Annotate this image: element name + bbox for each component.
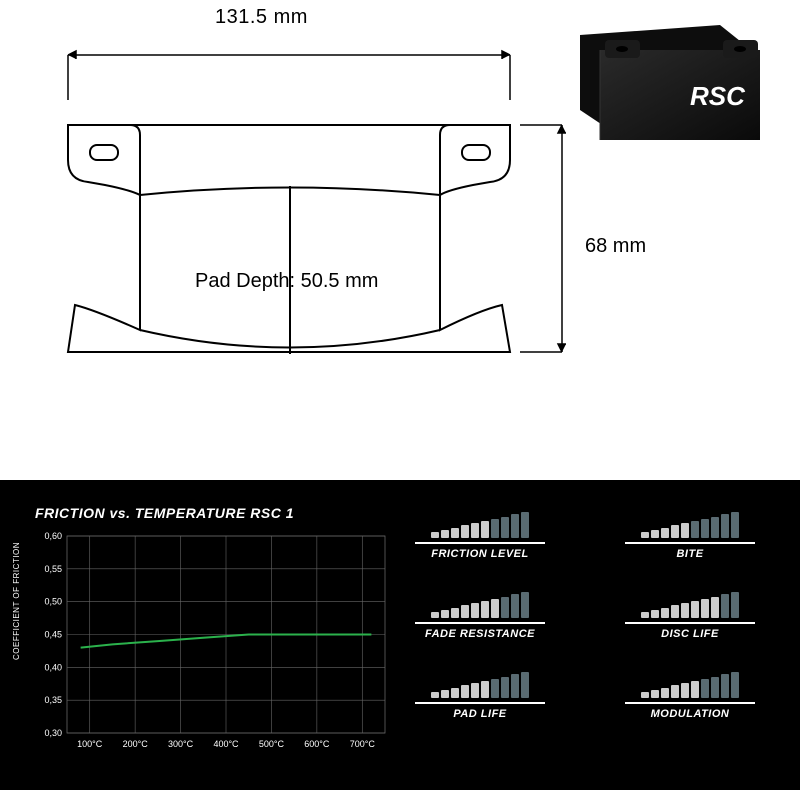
ratings-grid: FRICTION LEVEL BITE FADE RESISTANCE DISC LI… (395, 510, 775, 750)
svg-text:0,60: 0,60 (44, 531, 62, 541)
rating-item: FADE RESISTANCE (395, 590, 565, 640)
svg-text:200°C: 200°C (123, 739, 149, 749)
svg-text:0,50: 0,50 (44, 597, 62, 607)
svg-text:500°C: 500°C (259, 739, 285, 749)
rating-label: PAD LIFE (395, 708, 565, 720)
friction-chart: 0,30 0,35 0,40 0,45 0,50 0,55 0,60 100°C 200°C 30… (35, 528, 395, 758)
rating-item: BITE (605, 510, 775, 560)
svg-text:0,40: 0,40 (44, 662, 62, 672)
svg-text:400°C: 400°C (213, 739, 239, 749)
rating-label: FADE RESISTANCE (395, 628, 565, 640)
svg-text:100°C: 100°C (77, 739, 103, 749)
performance-section: FRICTION vs. TEMPERATURE RSC 1 COEFFICIE… (0, 480, 800, 790)
rating-item: FRICTION LEVEL (395, 510, 565, 560)
rating-label: FRICTION LEVEL (395, 548, 565, 560)
svg-text:600°C: 600°C (304, 739, 330, 749)
rating-label: BITE (605, 548, 775, 560)
rating-item: PAD LIFE (395, 670, 565, 720)
rating-item: MODULATION (605, 670, 775, 720)
svg-text:0,35: 0,35 (44, 695, 62, 705)
chart-title: FRICTION vs. TEMPERATURE RSC 1 (35, 505, 294, 521)
rating-label: DISC LIFE (605, 628, 775, 640)
rating-label: MODULATION (605, 708, 775, 720)
technical-drawing-section: 131.5 mm 68 mm Pad Depth: 50.5 mm (0, 0, 800, 480)
svg-text:700°C: 700°C (350, 739, 376, 749)
y-axis-label: COEFFICIENT OF FRICTION (12, 542, 21, 660)
brand-logo: RSC (690, 81, 746, 111)
brake-pad-diagram (20, 20, 590, 450)
svg-text:300°C: 300°C (168, 739, 194, 749)
svg-text:0,55: 0,55 (44, 564, 62, 574)
svg-text:0,45: 0,45 (44, 630, 62, 640)
product-image: RSC (545, 20, 775, 170)
svg-text:0,30: 0,30 (44, 728, 62, 738)
height-dimension-label: 68 mm (585, 235, 646, 258)
rating-item: DISC LIFE (605, 590, 775, 640)
